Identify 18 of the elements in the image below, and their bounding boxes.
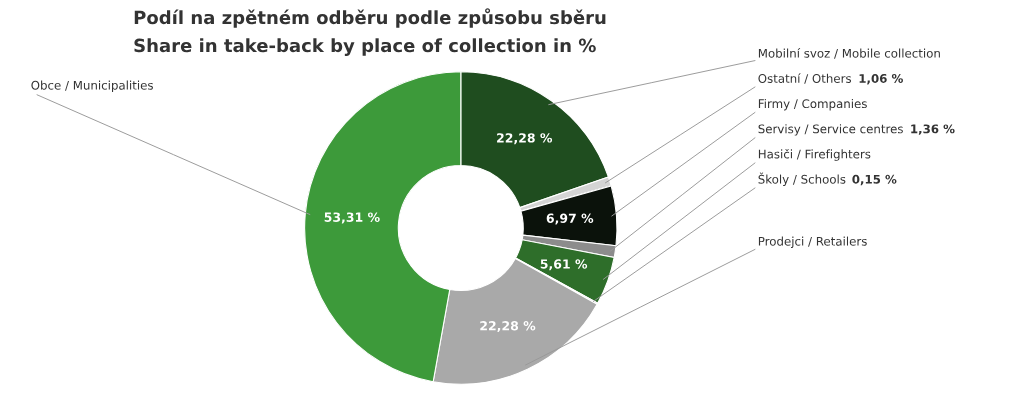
slice-label: Prodejci / Retailers [758, 236, 867, 248]
slice-label: Servisy / Service centres [758, 124, 903, 136]
data-label: 53,31 % [324, 212, 380, 224]
data-label: 6,97 % [546, 213, 594, 225]
slice-label: Ostatní / Others [758, 73, 852, 84]
data-label: 1,06 % [859, 73, 903, 85]
data-label: 1,36 % [911, 124, 955, 135]
chart-subtitle: Share in take-back by place of collection in % [134, 38, 596, 56]
slice-label: Hasiči / Firefighters [758, 148, 871, 161]
slice-label: Obce / Municipalities [31, 80, 153, 92]
slice-label: Školy / Schools [758, 172, 846, 186]
chart-title: Podíl na zpětném odběru podle způsobu sběru [134, 8, 606, 28]
slice-label: Firmy / Companies [758, 98, 867, 111]
data-label: 0,15 % [852, 174, 897, 186]
data-label: 5,61 % [540, 259, 588, 271]
data-label: 22,28 % [480, 321, 536, 333]
slice-label: Mobilní svoz / Mobile collection [758, 48, 940, 59]
data-label: 22,28 % [497, 133, 553, 145]
